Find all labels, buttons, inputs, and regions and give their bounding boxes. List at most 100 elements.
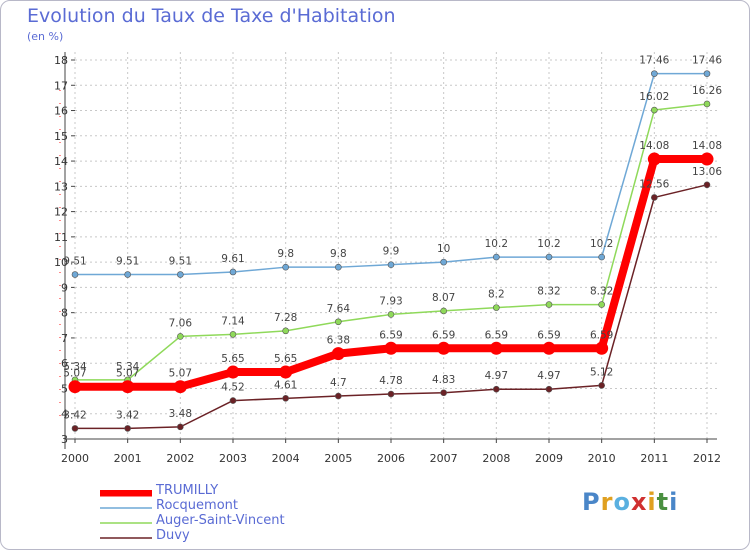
data-point bbox=[703, 181, 711, 189]
data-point bbox=[651, 70, 658, 77]
data-point bbox=[598, 382, 605, 389]
logo-letter: i bbox=[669, 488, 679, 516]
data-label: 8.2 bbox=[488, 289, 505, 301]
data-label: 10.2 bbox=[537, 238, 560, 250]
y-tick-label: 11 bbox=[54, 231, 68, 244]
legend-label-trumilly: TRUMILLY bbox=[156, 483, 219, 498]
data-point bbox=[279, 365, 293, 379]
data-point bbox=[282, 327, 289, 335]
y-tick-label: 17 bbox=[54, 79, 68, 92]
data-label: 5.34 bbox=[116, 361, 140, 373]
y-tick-label: 12 bbox=[54, 206, 68, 219]
data-point bbox=[489, 341, 503, 355]
logo-letter: t bbox=[656, 488, 670, 516]
data-label: 8.32 bbox=[590, 286, 613, 298]
data-point bbox=[177, 271, 184, 278]
data-label: 10 bbox=[437, 243, 450, 255]
data-label: 7.14 bbox=[221, 315, 245, 327]
data-label: 5.07 bbox=[63, 368, 86, 380]
data-label: 9.9 bbox=[383, 246, 400, 258]
data-label: 5.65 bbox=[274, 353, 297, 365]
x-tick-label: 2005 bbox=[324, 452, 352, 465]
data-point bbox=[335, 263, 342, 271]
x-tick-label: 2004 bbox=[272, 452, 300, 465]
data-label: 17.46 bbox=[639, 55, 669, 67]
legend-swatch-rocquemont bbox=[100, 507, 152, 509]
legend-label-auger-saint-vincent: Auger-Saint-Vincent bbox=[156, 513, 285, 528]
x-tick-label: 2008 bbox=[482, 452, 510, 465]
x-tick-label: 2010 bbox=[588, 452, 616, 465]
data-label: 10.2 bbox=[485, 238, 508, 250]
logo-letter: i bbox=[647, 488, 657, 516]
data-label: 5.07 bbox=[169, 368, 192, 380]
data-point bbox=[493, 253, 500, 261]
data-label: 10.2 bbox=[590, 238, 613, 250]
proxiti-logo: Proxiti bbox=[582, 488, 678, 516]
data-point bbox=[335, 318, 342, 326]
data-point bbox=[229, 268, 237, 276]
x-tick-label: 2007 bbox=[430, 452, 458, 465]
data-label: 9.8 bbox=[330, 248, 347, 260]
legend-swatch-trumilly bbox=[100, 490, 152, 497]
data-point bbox=[387, 390, 395, 398]
data-point bbox=[387, 311, 395, 318]
data-label: 7.28 bbox=[274, 312, 297, 324]
data-point bbox=[700, 152, 714, 166]
data-label: 4.61 bbox=[274, 379, 297, 391]
data-point bbox=[124, 425, 131, 432]
data-label: 4.83 bbox=[432, 374, 455, 386]
data-point bbox=[229, 331, 237, 338]
data-label: 13.06 bbox=[692, 166, 722, 178]
data-label: 8.07 bbox=[432, 292, 455, 304]
data-point bbox=[440, 389, 447, 397]
data-label: 3.42 bbox=[116, 409, 139, 421]
data-label: 4.97 bbox=[485, 370, 508, 382]
data-point bbox=[440, 258, 447, 266]
data-point bbox=[493, 385, 500, 393]
data-label: 6.59 bbox=[590, 329, 613, 341]
data-label: 6.38 bbox=[327, 335, 350, 347]
legend-label-rocquemont: Rocquemont bbox=[156, 498, 238, 513]
logo-letter: P bbox=[582, 488, 601, 516]
data-point bbox=[387, 261, 395, 268]
data-label: 3.42 bbox=[63, 409, 86, 421]
data-point bbox=[71, 425, 79, 432]
data-point bbox=[437, 341, 451, 355]
data-label: 9.51 bbox=[63, 256, 86, 268]
data-label: 5.07 bbox=[116, 368, 139, 380]
data-point bbox=[331, 347, 345, 361]
x-tick-label: 2012 bbox=[693, 452, 721, 465]
data-point bbox=[282, 395, 289, 402]
data-point bbox=[598, 253, 605, 261]
data-label: 16.26 bbox=[692, 85, 722, 97]
data-point bbox=[226, 365, 240, 379]
x-tick-label: 2002 bbox=[166, 452, 194, 465]
data-point bbox=[545, 385, 553, 393]
logo-letter: x bbox=[630, 488, 648, 516]
data-point bbox=[545, 253, 553, 261]
data-label: 8.32 bbox=[537, 286, 560, 298]
data-point bbox=[282, 263, 289, 271]
chart-title: Evolution du Taux de Taxe d'Habitation bbox=[27, 5, 396, 27]
data-point bbox=[598, 301, 605, 308]
data-point bbox=[177, 423, 184, 431]
data-point bbox=[71, 271, 79, 278]
data-label: 14.08 bbox=[692, 140, 722, 152]
data-point bbox=[651, 194, 658, 201]
data-point bbox=[703, 70, 711, 77]
data-label: 4.97 bbox=[537, 370, 560, 382]
y-tick-label: 15 bbox=[54, 130, 68, 143]
y-tick-label: 13 bbox=[54, 180, 68, 193]
logo-letter: r bbox=[600, 488, 614, 516]
data-point bbox=[229, 397, 237, 404]
y-tick-label: 18 bbox=[54, 54, 68, 67]
data-point bbox=[121, 380, 135, 394]
legend-swatch-auger-saint-vincent bbox=[100, 522, 152, 524]
x-tick-label: 2009 bbox=[535, 452, 563, 465]
data-label: 9.61 bbox=[221, 253, 244, 265]
data-label: 14.08 bbox=[639, 140, 669, 152]
data-point bbox=[545, 301, 553, 308]
x-tick-label: 2000 bbox=[61, 452, 89, 465]
legend-swatch-duvy bbox=[100, 537, 152, 539]
data-point bbox=[595, 341, 609, 355]
